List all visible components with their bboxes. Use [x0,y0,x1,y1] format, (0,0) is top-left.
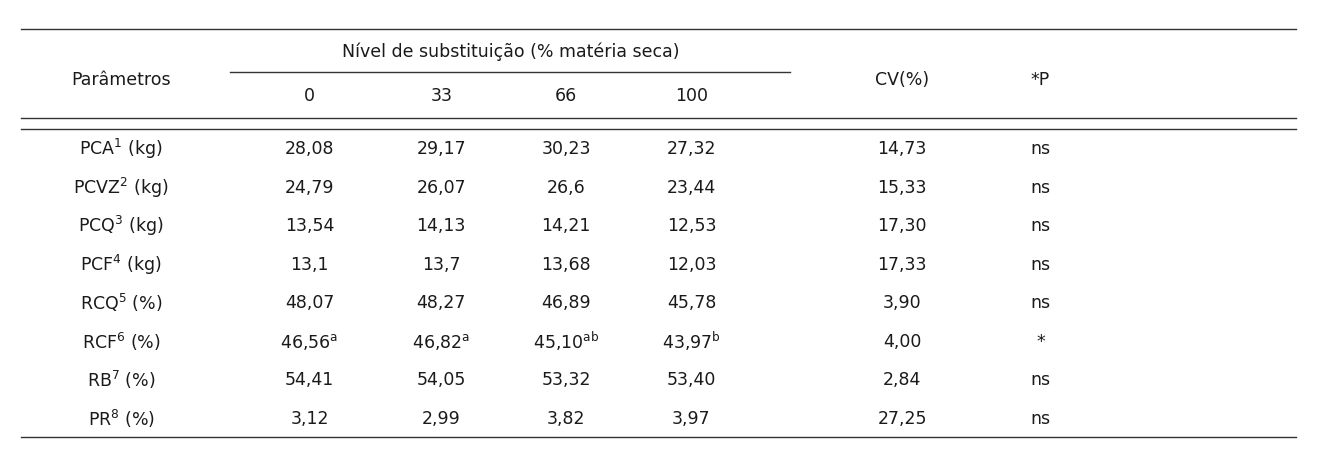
Text: 26,6: 26,6 [547,178,586,196]
Text: 17,33: 17,33 [877,255,927,273]
Text: 46,89: 46,89 [541,293,591,311]
Text: 14,13: 14,13 [416,217,466,235]
Text: PCVZ$^{2}$ (kg): PCVZ$^{2}$ (kg) [74,175,169,199]
Text: PCF$^{4}$ (kg): PCF$^{4}$ (kg) [80,252,162,276]
Text: 13,7: 13,7 [421,255,461,273]
Text: 23,44: 23,44 [666,178,716,196]
Text: 53,32: 53,32 [541,370,591,388]
Text: 54,41: 54,41 [284,370,335,388]
Text: RCQ$^{5}$ (%): RCQ$^{5}$ (%) [80,291,162,313]
Text: 15,33: 15,33 [877,178,927,196]
Text: 14,21: 14,21 [541,217,591,235]
Text: 17,30: 17,30 [877,217,927,235]
Text: 48,27: 48,27 [416,293,466,311]
Text: CV(%): CV(%) [874,71,930,89]
Text: Parâmetros: Parâmetros [71,71,171,89]
Text: 2,99: 2,99 [421,409,461,427]
Text: *: * [1036,332,1044,350]
Text: 24,79: 24,79 [284,178,335,196]
Text: 13,68: 13,68 [541,255,591,273]
Text: ns: ns [1030,178,1051,196]
Text: ns: ns [1030,255,1051,273]
Text: PCA$^{1}$ (kg): PCA$^{1}$ (kg) [79,137,163,161]
Text: 26,07: 26,07 [416,178,466,196]
Text: 12,03: 12,03 [666,255,716,273]
Text: ns: ns [1030,409,1051,427]
Text: 3,82: 3,82 [547,409,586,427]
Text: 13,1: 13,1 [290,255,329,273]
Text: 33: 33 [431,86,452,105]
Text: RCF$^{6}$ (%): RCF$^{6}$ (%) [82,330,161,352]
Text: ns: ns [1030,140,1051,158]
Text: 27,32: 27,32 [666,140,716,158]
Text: 3,12: 3,12 [290,409,329,427]
Text: 100: 100 [674,86,709,105]
Text: 3,90: 3,90 [882,293,922,311]
Text: *P: *P [1031,71,1050,89]
Text: 29,17: 29,17 [416,140,466,158]
Text: 46,56$^{\mathrm{a}}$: 46,56$^{\mathrm{a}}$ [281,331,338,351]
Text: 46,82$^{\mathrm{a}}$: 46,82$^{\mathrm{a}}$ [412,331,470,351]
Text: 3,97: 3,97 [672,409,711,427]
Text: ns: ns [1030,217,1051,235]
Text: ns: ns [1030,293,1051,311]
Text: 12,53: 12,53 [666,217,716,235]
Text: 4,00: 4,00 [882,332,922,350]
Text: 28,08: 28,08 [284,140,335,158]
Text: 53,40: 53,40 [666,370,716,388]
Text: 54,05: 54,05 [416,370,466,388]
Text: 48,07: 48,07 [284,293,335,311]
Text: ns: ns [1030,370,1051,388]
Text: 0: 0 [304,86,315,105]
Text: 13,54: 13,54 [284,217,335,235]
Text: 14,73: 14,73 [877,140,927,158]
Text: 45,10$^{\mathrm{ab}}$: 45,10$^{\mathrm{ab}}$ [533,329,599,353]
Text: 66: 66 [556,86,577,105]
Text: RB$^{7}$ (%): RB$^{7}$ (%) [87,368,155,390]
Text: 45,78: 45,78 [666,293,716,311]
Text: 43,97$^{\mathrm{b}}$: 43,97$^{\mathrm{b}}$ [662,329,720,353]
Text: PCQ$^{3}$ (kg): PCQ$^{3}$ (kg) [79,214,163,238]
Text: 30,23: 30,23 [541,140,591,158]
Text: Nível de substituição (% matéria seca): Nível de substituição (% matéria seca) [341,42,680,61]
Text: 27,25: 27,25 [877,409,927,427]
Text: 2,84: 2,84 [882,370,922,388]
Text: PR$^{8}$ (%): PR$^{8}$ (%) [88,407,154,429]
